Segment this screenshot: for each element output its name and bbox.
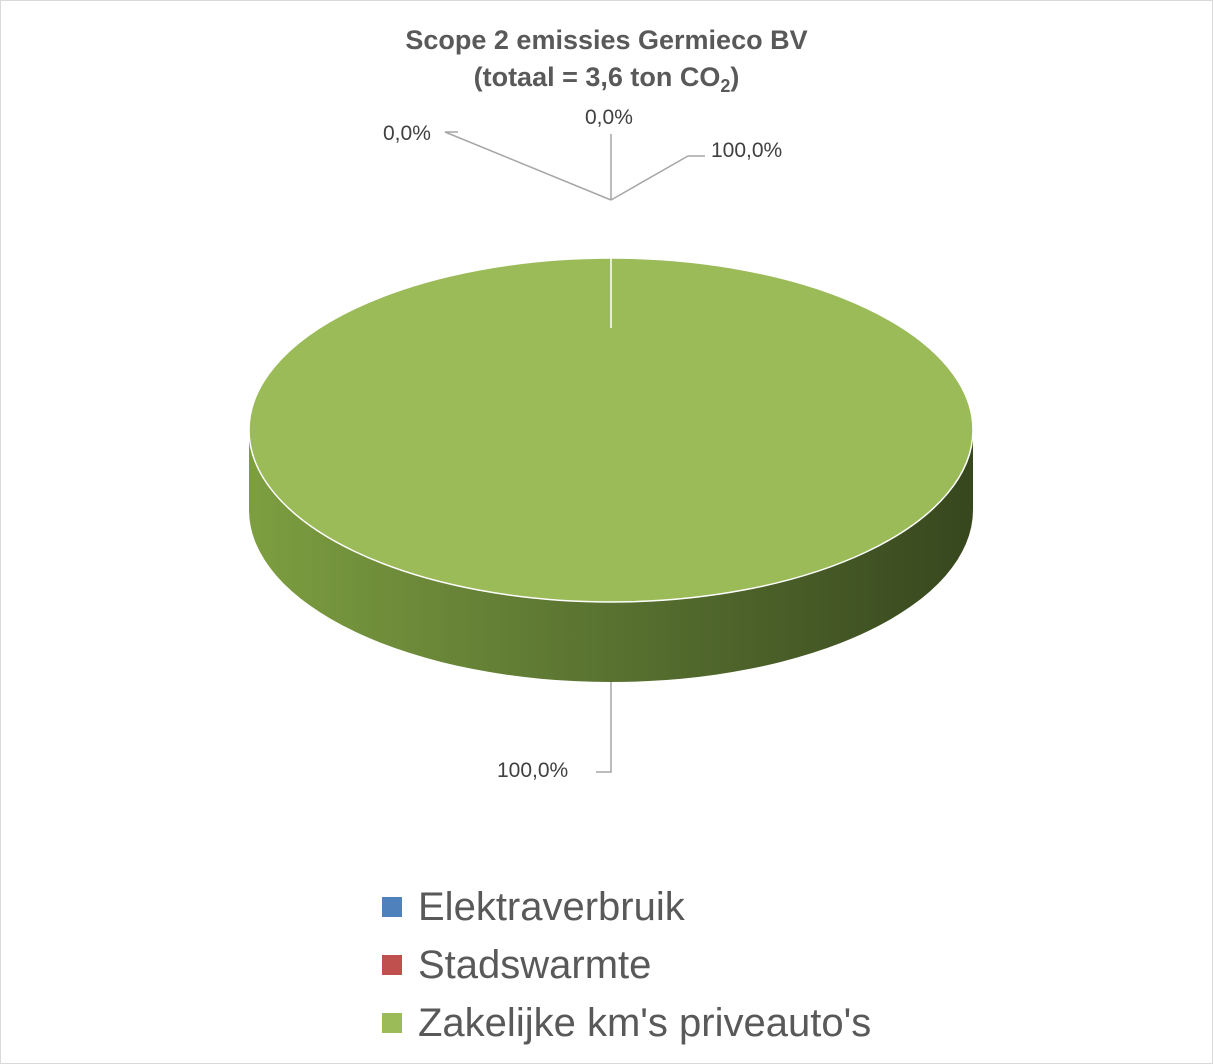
leader-line-main [596, 682, 612, 773]
pie-data-labels: 0,0% 0,0% 100,0% 100,0% [383, 106, 782, 782]
leader-line-3 [610, 155, 705, 201]
data-label-1: 0,0% [383, 122, 431, 145]
pie-body [248, 257, 974, 682]
legend-label: Zakelijke km's priveauto's [418, 1000, 872, 1045]
data-label-2: 0,0% [585, 106, 633, 129]
legend: Elektraverbruik Stadswarmte Zakelijke km's… [382, 878, 871, 1052]
legend-item-2: Stadswarmte [382, 936, 871, 994]
chart-title-suffix: ) [730, 62, 740, 92]
chart-title: Scope 2 emissies Germieco BV (totaal = 3… [0, 22, 1213, 96]
legend-item-3: Zakelijke km's priveauto's [382, 994, 871, 1052]
data-label-main: 100,0% [497, 759, 568, 782]
chart-title-line2: (totaal = 3,6 ton CO2) [0, 59, 1213, 96]
legend-label: Stadswarmte [418, 942, 652, 987]
leader-line-1 [444, 131, 612, 201]
data-label-3: 100,0% [711, 139, 782, 162]
pie-slice-side [249, 430, 973, 682]
legend-swatch [382, 1013, 402, 1033]
legend-item-1: Elektraverbruik [382, 878, 871, 936]
legend-label: Elektraverbruik [418, 884, 685, 929]
chart-title-prefix: (totaal = 3,6 ton CO [473, 62, 721, 92]
legend-swatch [382, 897, 402, 917]
chart-title-subscript: 2 [720, 76, 731, 96]
chart-title-line1: Scope 2 emissies Germieco BV [405, 25, 808, 55]
legend-swatch [382, 955, 402, 975]
